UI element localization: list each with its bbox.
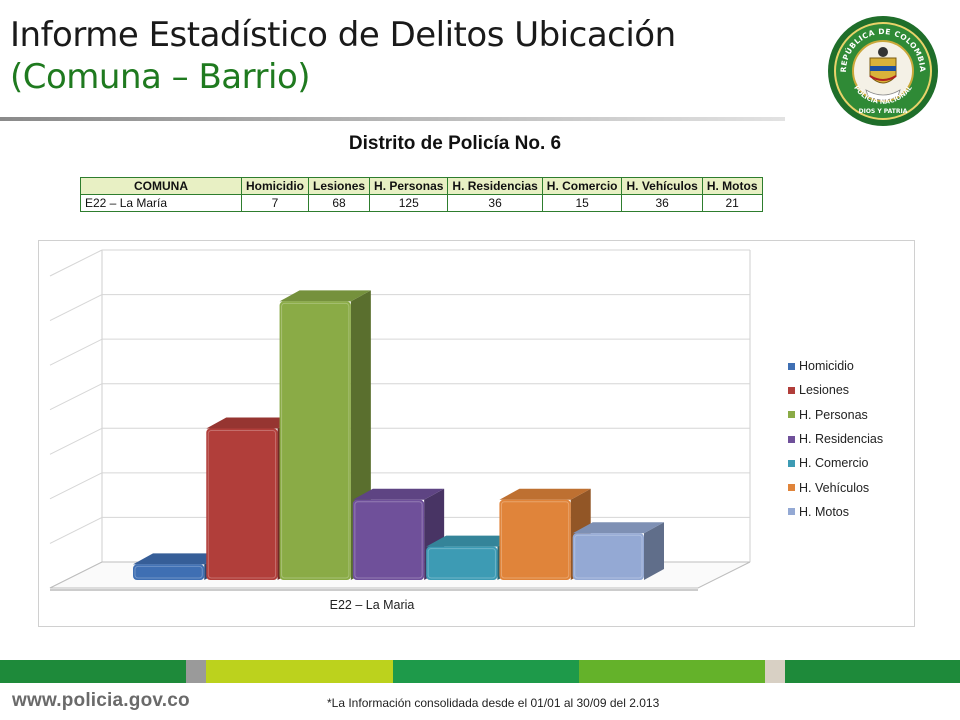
legend-item: Lesiones xyxy=(788,378,883,402)
footer-stripe xyxy=(0,660,960,683)
header-cell-comuna: COMUNA xyxy=(80,177,242,195)
table-row: E22 – La María 7 68 125 36 15 36 21 xyxy=(80,194,763,212)
page-title: Informe Estadístico de Delitos Ubicación xyxy=(10,15,676,55)
side-gridline xyxy=(49,294,103,322)
cell-comuna: E22 – La María xyxy=(80,194,242,212)
footer-stripe-segment xyxy=(186,660,206,683)
header-cell-lesiones: Lesiones xyxy=(308,177,371,195)
category-tick-label: E22 – La Maria xyxy=(330,598,415,612)
cell-h-vehiculos: 36 xyxy=(621,194,703,212)
header-cell-h-motos: H. Motos xyxy=(701,177,763,195)
legend-item: H. Residencias xyxy=(788,427,883,451)
legend-label: H. Personas xyxy=(799,407,868,422)
side-gridline xyxy=(49,249,103,277)
legend-swatch xyxy=(788,362,795,370)
stats-table: COMUNA Homicidio Lesiones H. Personas H.… xyxy=(80,177,763,212)
footer-stripe-segment xyxy=(393,660,579,683)
side-gridline xyxy=(49,472,103,500)
legend-swatch xyxy=(788,386,795,394)
legend-swatch xyxy=(788,484,795,492)
legend-swatch xyxy=(788,435,795,443)
emblem-bottom-text: DIOS Y PATRIA xyxy=(859,108,908,115)
footer-stripe-segment xyxy=(579,660,765,683)
bar-front-face xyxy=(499,499,571,580)
legend-swatch xyxy=(788,411,795,419)
bar-front-face xyxy=(279,301,351,580)
district-title: Distrito de Policía No. 6 xyxy=(348,133,562,154)
bar-highlight xyxy=(427,548,496,579)
bar-front-face xyxy=(572,533,644,580)
police-emblem-icon: REPÚBLICA DE COLOMBIA POLICÍA NACIONAL D… xyxy=(828,16,938,126)
title-block: Informe Estadístico de Delitos Ubicación… xyxy=(10,14,676,98)
legend-label: Homicidio xyxy=(799,359,854,374)
bar-highlight xyxy=(281,302,350,579)
title-divider xyxy=(0,117,785,121)
header-cell-h-personas: H. Personas xyxy=(369,177,449,195)
legend-item: Homicidio xyxy=(788,354,883,378)
side-gridline xyxy=(49,427,103,455)
side-gridline xyxy=(49,383,103,411)
bar-highlight xyxy=(207,429,277,579)
header-cell-h-comercio: H. Comercio xyxy=(541,177,623,195)
bar-front-face xyxy=(426,546,498,580)
cell-h-comercio: 15 xyxy=(541,194,623,212)
bar-top-face xyxy=(279,290,371,302)
legend-label: H. Residencias xyxy=(799,432,884,447)
legend-swatch xyxy=(788,459,795,467)
bar-front-face xyxy=(133,564,205,580)
chart-legend: Homicidio Lesiones H. Personas H. Residenci… xyxy=(788,354,883,524)
legend-swatch xyxy=(788,508,795,516)
bar-side-face xyxy=(644,522,664,580)
bar-front-face xyxy=(206,428,278,580)
legend-item: H. Motos xyxy=(788,500,883,524)
header-cell-h-vehiculos: H. Vehículos xyxy=(621,177,703,195)
legend-label: H. Motos xyxy=(799,504,850,519)
legend-label: Lesiones xyxy=(799,383,850,398)
cell-h-residencias: 36 xyxy=(447,194,543,212)
side-gridline xyxy=(49,338,103,366)
footer-stripe-segment xyxy=(0,660,186,683)
bar-front-face xyxy=(352,499,425,580)
bar-highlight xyxy=(500,501,570,579)
bar-top-face xyxy=(133,553,225,565)
legend-item: H. Personas xyxy=(788,403,883,427)
bar-top-face xyxy=(499,488,591,500)
bar-highlight xyxy=(134,565,203,579)
footer-stripe-segment xyxy=(206,660,393,683)
bar-highlight xyxy=(354,501,423,579)
bar-highlight xyxy=(574,534,643,579)
legend-label: H. Comercio xyxy=(799,456,869,471)
chart-frame xyxy=(38,240,915,627)
bar-h-motos xyxy=(572,522,664,580)
cell-h-personas: 125 xyxy=(369,194,449,212)
legend-item: H. Vehículos xyxy=(788,475,883,499)
header-cell-homicidio: Homicidio xyxy=(240,177,310,195)
bar-top-face xyxy=(206,417,298,429)
page-subtitle: (Comuna – Barrio) xyxy=(10,57,311,97)
bar-top-face xyxy=(426,535,518,547)
legend-item: H. Comercio xyxy=(788,451,883,475)
footnote: *La Información consolidada desde el 01/… xyxy=(327,696,660,710)
table-header-row: COMUNA Homicidio Lesiones H. Personas H.… xyxy=(80,177,763,195)
chart-bars xyxy=(133,290,664,580)
website-link[interactable]: www.policia.gov.co xyxy=(12,690,190,711)
footer-stripe-segment xyxy=(765,660,785,683)
bar-top-face xyxy=(352,488,445,500)
side-gridline xyxy=(49,516,103,544)
legend-label: H. Vehículos xyxy=(799,480,870,495)
cell-h-motos: 21 xyxy=(701,194,763,212)
bar-top-face xyxy=(572,522,664,534)
footer-stripe-segment xyxy=(785,660,960,683)
